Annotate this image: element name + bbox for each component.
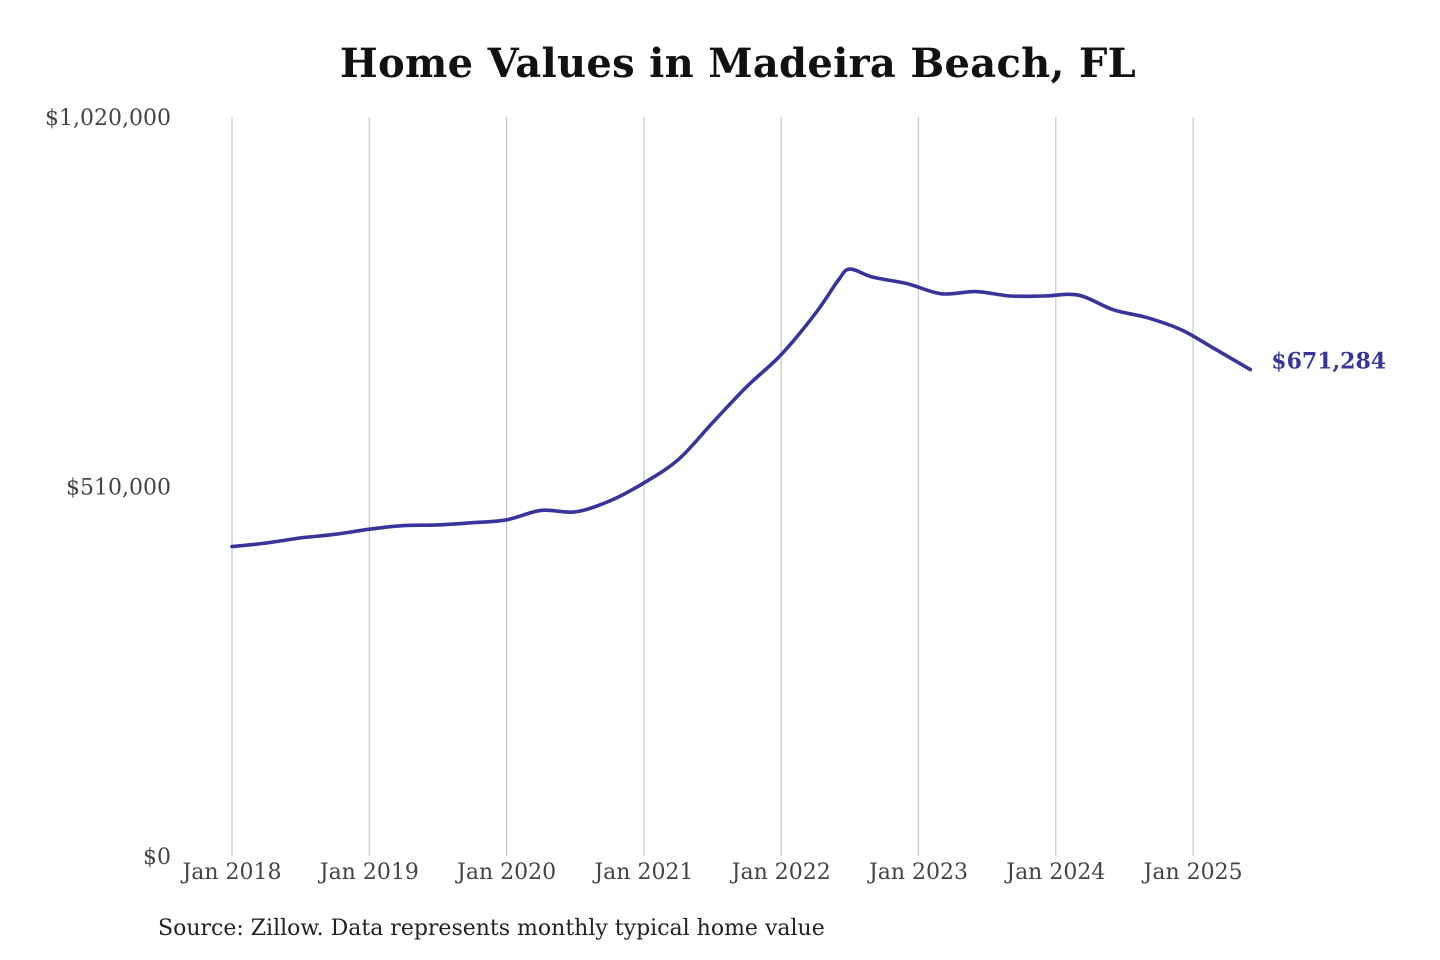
x-tick-label: Jan 2025 [1142,860,1243,885]
home-value-line [230,267,1253,549]
x-tick-label: Jan 2021 [592,860,693,885]
x-tick-label: Jan 2023 [867,860,968,885]
x-tick-label: Jan 2019 [318,860,419,885]
x-tick-label: Jan 2020 [455,860,556,885]
series-layer: $671,284 [230,267,1386,549]
x-tick-label: Jan 2022 [730,860,831,885]
end-value-label: $671,284 [1271,349,1386,375]
y-tick-label: $0 [143,845,171,870]
y-axis-ticks: $1,020,000 $510,000 $0 [45,106,171,870]
chart-title: Home Values in Madeira Beach, FL [339,40,1137,87]
x-tick-label: Jan 2024 [1004,860,1105,885]
x-axis-ticks: Jan 2018 Jan 2019 Jan 2020 Jan 2021 Jan 2022… [180,860,1242,885]
y-tick-label: $1,020,000 [45,106,171,131]
y-tick-label: $510,000 [66,476,171,501]
x-tick-label: Jan 2018 [180,860,281,885]
source-note: Source: Zillow. Data represents monthly … [158,916,825,941]
gridlines [231,117,1194,856]
